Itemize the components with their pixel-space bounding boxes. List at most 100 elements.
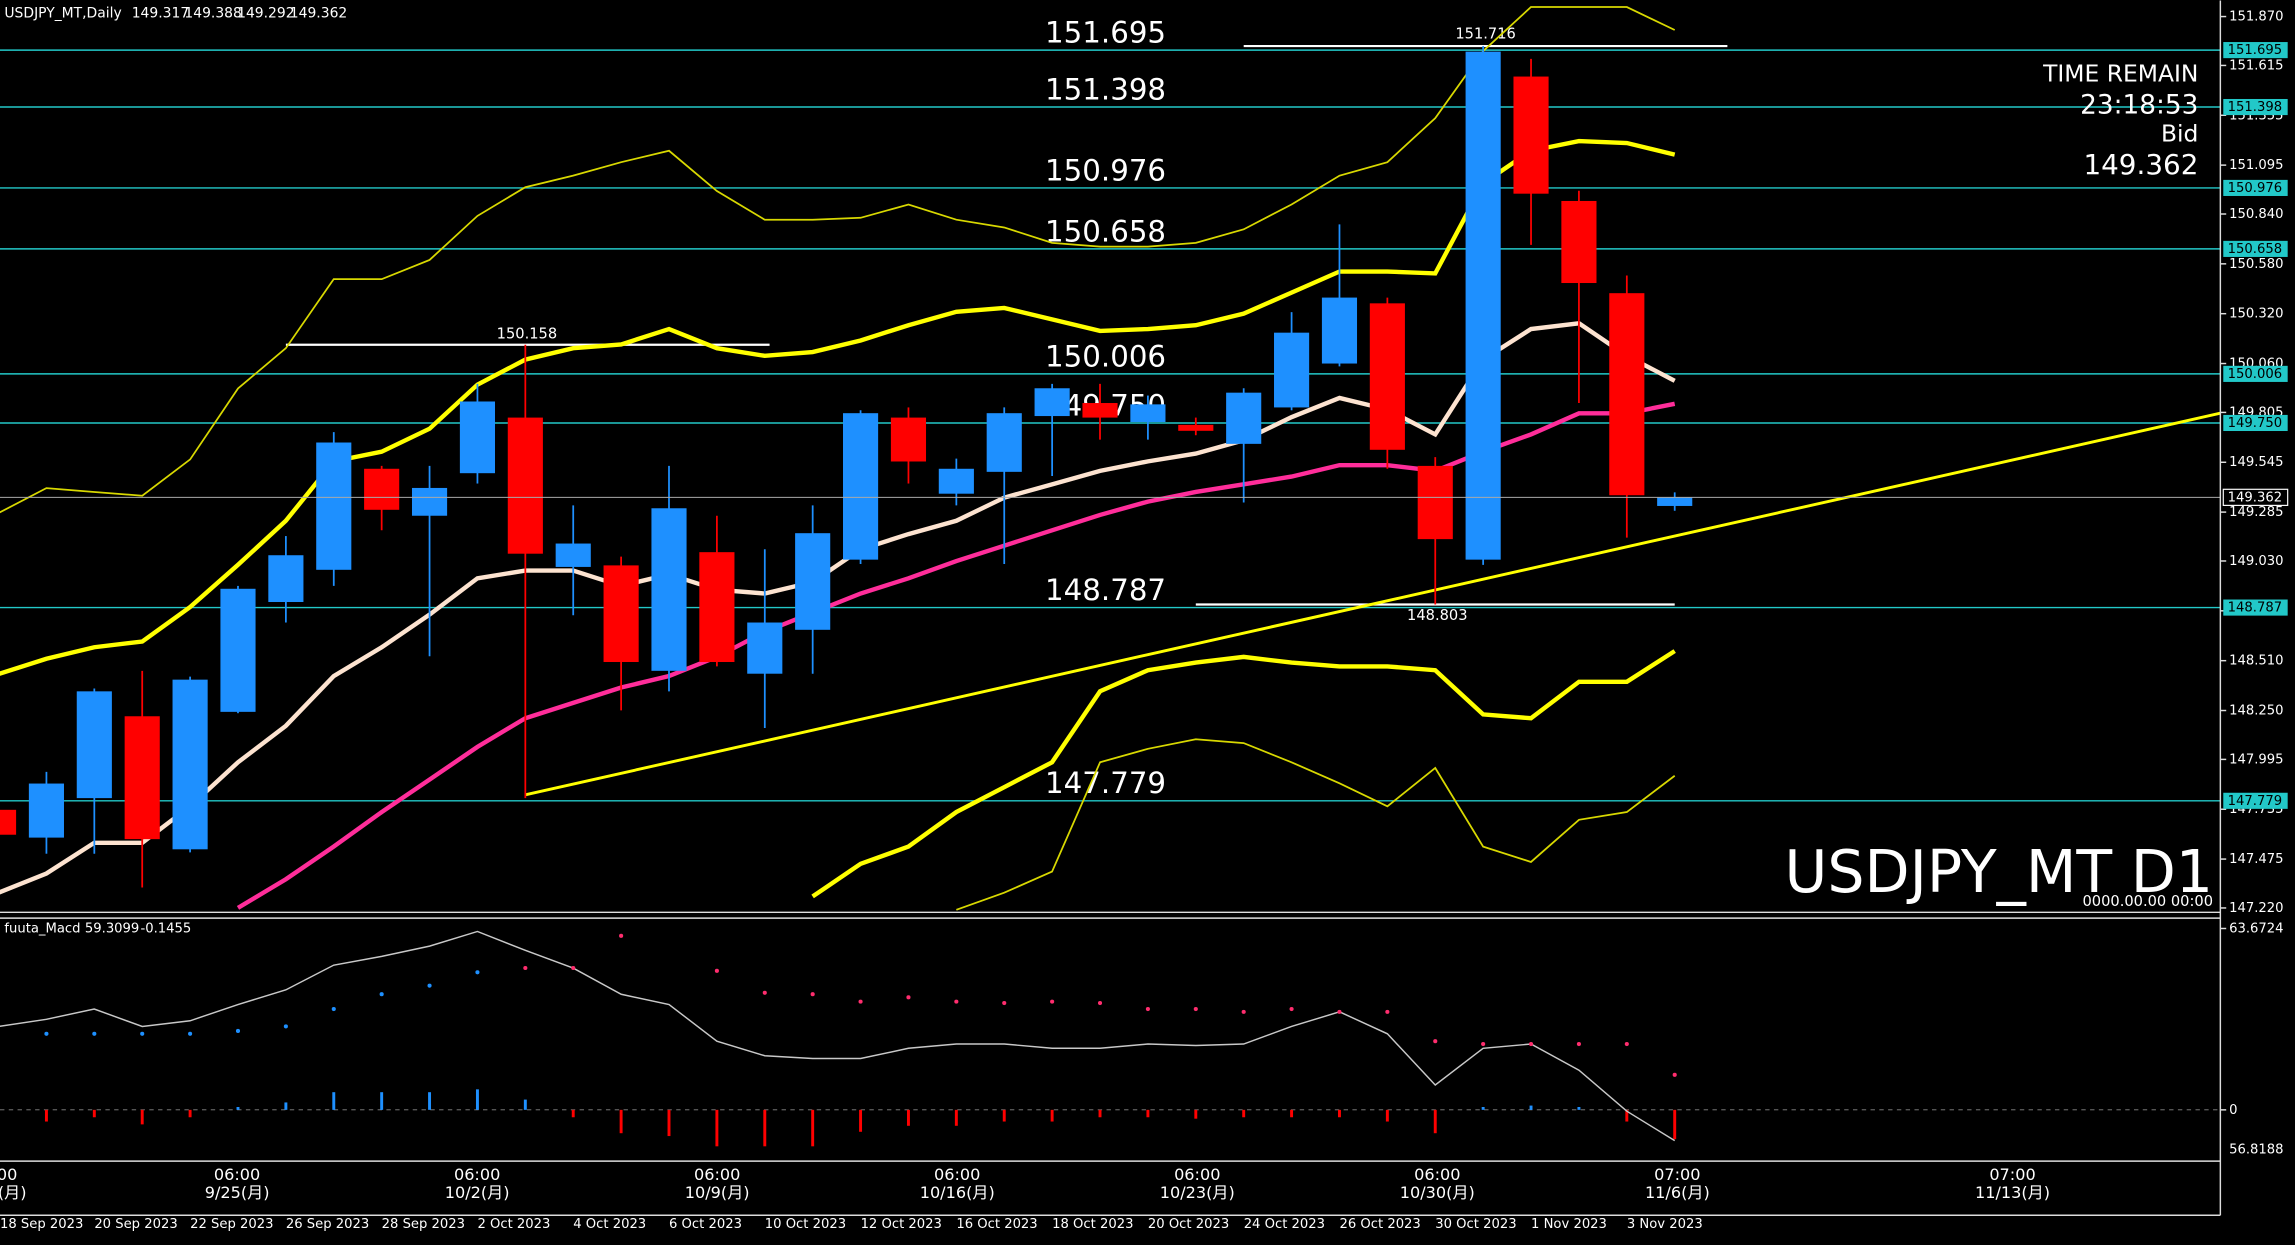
macd-panel: [0, 930, 2221, 1147]
candle-body: [220, 588, 256, 712]
macd-bar: [428, 1092, 432, 1110]
candle-body: [555, 543, 591, 567]
macd-bar: [1242, 1109, 1246, 1118]
macd-dot: [858, 999, 863, 1004]
marked-level-label: 151.716: [1455, 25, 1515, 42]
macd-dot: [1241, 1009, 1246, 1014]
macd-dot: [1624, 1042, 1629, 1047]
macd-dot: [1576, 1042, 1581, 1047]
candle-body: [28, 783, 64, 838]
macd-dot: [44, 1031, 49, 1036]
watermark: USDJPY_MT D1: [1785, 838, 2214, 906]
macd-bar: [619, 1109, 623, 1134]
macd-bar: [92, 1109, 96, 1118]
watermark-time: 0000.00.00 00:00: [2082, 893, 2213, 910]
y-tick-label: 148.250: [2229, 704, 2283, 719]
macd-dot: [1385, 1009, 1390, 1014]
candle-body: [1417, 465, 1453, 540]
level-label: 150.658: [1045, 214, 1166, 248]
trendline: [525, 411, 2221, 797]
indicator-line: [0, 138, 1676, 676]
macd-dot: [1193, 1006, 1198, 1012]
level-tag: [2223, 179, 2288, 196]
level-label: 147.779: [1045, 766, 1166, 800]
bid-label: Bid: [2161, 120, 2198, 148]
candle-body: [411, 487, 448, 516]
x-tick-label: 22 Sep 2023: [190, 1217, 273, 1232]
level-label: 151.695: [1045, 16, 1166, 50]
macd-dot: [1481, 1042, 1486, 1047]
candle-body: [938, 468, 974, 494]
candle-body: [1034, 388, 1070, 417]
candle-body: [1369, 303, 1405, 450]
y-tick-label: 149.545: [2229, 455, 2283, 470]
macd-bar: [1338, 1109, 1341, 1118]
candle-body: [795, 533, 831, 630]
macd-dot: [235, 1028, 241, 1034]
candle-body: [507, 417, 543, 554]
macd-bar: [715, 1109, 719, 1147]
time-remain: 23:18:53: [2080, 90, 2198, 120]
time-remain-label: TIME REMAIN: [2042, 60, 2198, 88]
macd-dot: [92, 1031, 97, 1036]
level-tag: [2223, 792, 2288, 809]
candle-body: [1321, 297, 1358, 364]
macd-dot: [906, 995, 911, 1000]
macd-bar: [380, 1092, 384, 1110]
macd-bar: [667, 1109, 671, 1137]
level-tag: [2223, 599, 2288, 616]
x-tick-label: 28 Sep 2023: [382, 1217, 465, 1232]
x-tick-label: 4 Oct 2023: [573, 1217, 646, 1232]
macd-dot: [810, 992, 815, 997]
x-tick-label: 12 Oct 2023: [861, 1217, 942, 1232]
macd-dot: [283, 1024, 288, 1029]
time-label: 06:00: [1174, 1165, 1220, 1184]
candle-body: [76, 691, 112, 799]
candle-body: [1657, 497, 1693, 506]
level-label: 151.398: [1045, 72, 1166, 106]
time-label: 06:00: [1414, 1165, 1460, 1184]
candle-body: [1082, 403, 1118, 418]
date-label: 11/13(月): [1975, 1183, 2050, 1202]
y-tick-label: 151.870: [2229, 10, 2283, 25]
macd-bar: [1481, 1107, 1485, 1110]
marked-level-label: 150.158: [497, 325, 557, 342]
candle-body: [603, 565, 639, 663]
x-tick-label: 3 Nov 2023: [1627, 1217, 1703, 1232]
macd-bar: [1625, 1109, 1629, 1122]
level-tag-label: 149.750: [2228, 416, 2282, 431]
macd-dot: [619, 933, 624, 938]
candle-body: [1130, 404, 1166, 423]
y-tick-label: 0: [2229, 1103, 2237, 1118]
candle-body: [1465, 51, 1501, 560]
date-label: 10/9(月): [685, 1183, 750, 1202]
x-tick-label: 10 Oct 2023: [765, 1217, 846, 1232]
current-price-label: 149.362: [2228, 490, 2282, 505]
macd-bar: [1050, 1109, 1054, 1122]
macd-dot: [475, 970, 480, 975]
candle-body: [843, 413, 879, 560]
x-tick-label: 24 Oct 2023: [1244, 1217, 1325, 1232]
macd-bottom-label: 56.8188: [2229, 1142, 2283, 1157]
level-tag-label: 151.695: [2228, 43, 2282, 58]
macd-bar: [1290, 1109, 1294, 1118]
candle-body: [1513, 76, 1549, 194]
y-tick-label: 149.285: [2229, 505, 2283, 520]
macd-bar: [1577, 1107, 1581, 1110]
macd-bar: [523, 1099, 527, 1110]
ohlc-readout: 149.362: [290, 6, 347, 22]
macd-bar: [906, 1109, 910, 1126]
level-tag-label: 150.006: [2228, 367, 2282, 382]
macd-dot: [140, 1031, 145, 1036]
level-tag: [2223, 98, 2288, 116]
macd-dot: [762, 990, 767, 995]
y-tick-label: 63.6724: [2229, 921, 2283, 936]
macd-bar: [236, 1107, 240, 1110]
macd-dot: [1433, 1039, 1438, 1044]
x-tick-label: 26 Oct 2023: [1339, 1217, 1420, 1232]
time-label: 06:00: [694, 1165, 740, 1184]
macd-bar: [811, 1109, 815, 1147]
macd-dot: [1002, 1000, 1007, 1006]
price-panel: 151.695151.398150.976150.658150.006149.7…: [0, 6, 2221, 911]
